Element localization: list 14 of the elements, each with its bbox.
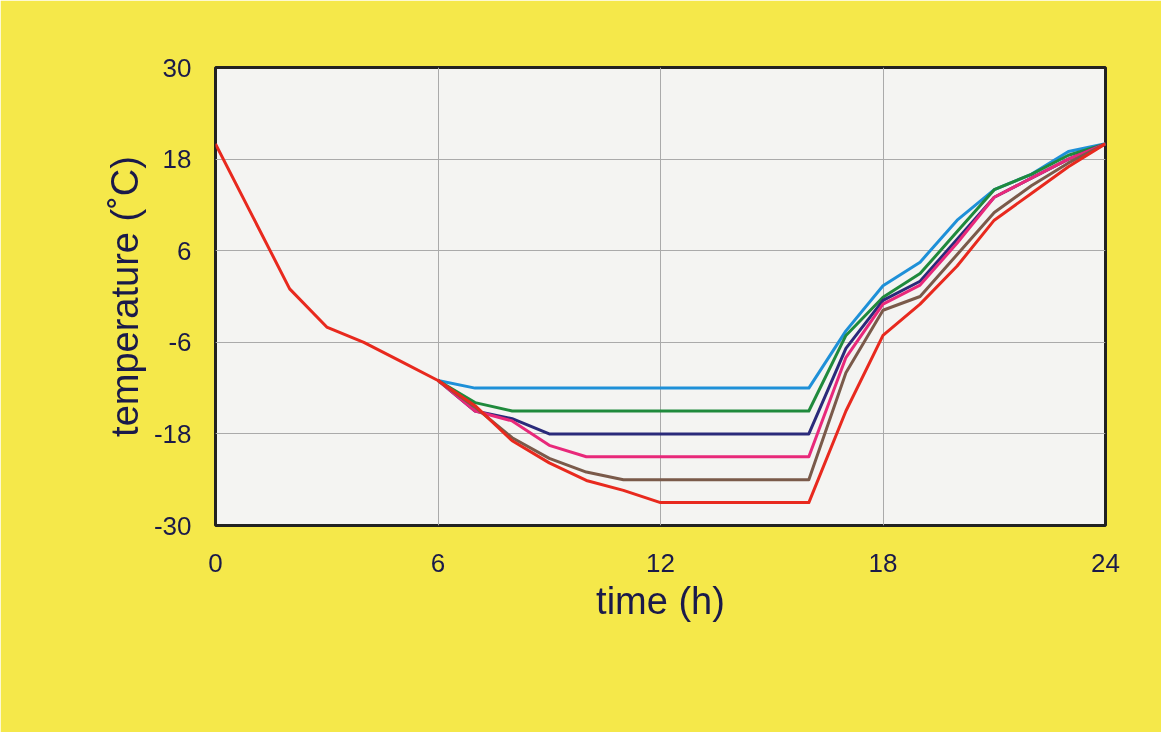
y-tick-label: -18: [153, 418, 192, 449]
y-tick-label: 30: [162, 52, 192, 83]
x-tick-label: 6: [430, 547, 446, 578]
y-tick-label: -30: [153, 510, 192, 541]
x-tick-label: 24: [1091, 547, 1120, 578]
y-axis-title: temperature (˚C): [103, 156, 146, 437]
x-tick-label: 12: [646, 547, 675, 578]
line-series: [215, 142, 1106, 505]
x-axis-title: time (h): [596, 579, 725, 622]
x-tick-label: 0: [208, 547, 223, 578]
x-tick-label: 18: [868, 547, 898, 578]
y-tick-label: 18: [162, 144, 192, 175]
y-tick-label: 6: [177, 235, 192, 266]
y-tick-label: -6: [168, 327, 192, 358]
